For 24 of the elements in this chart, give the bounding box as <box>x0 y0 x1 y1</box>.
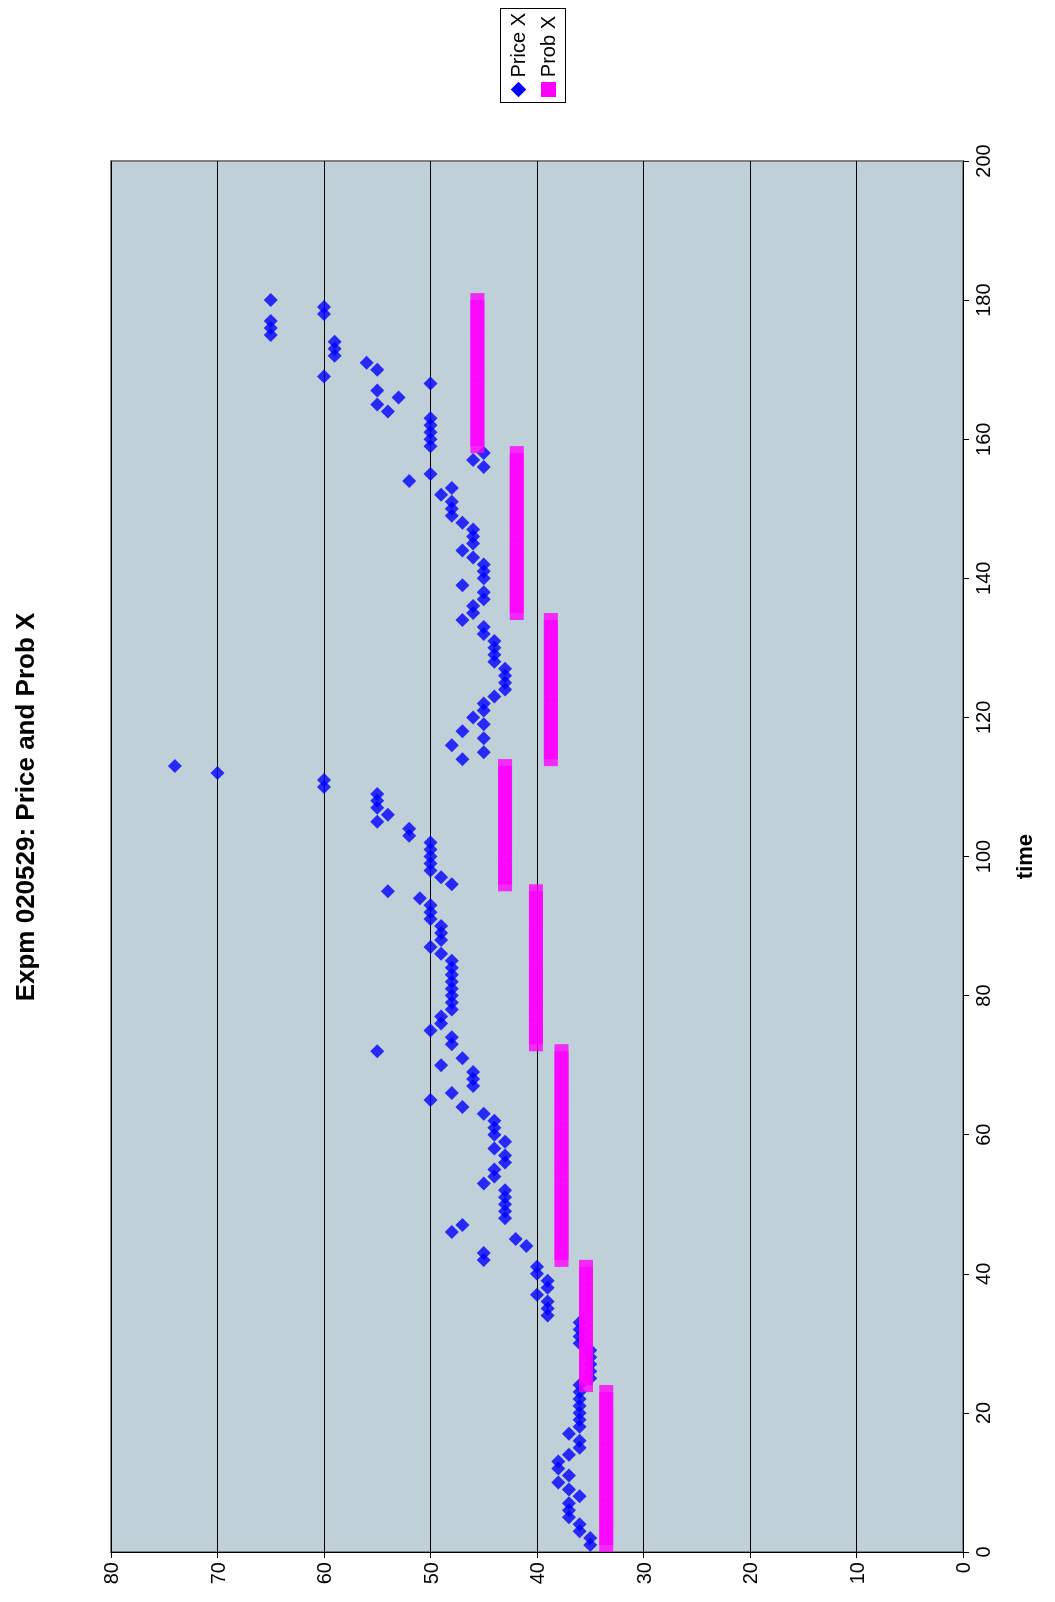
x-tick-label: 40 <box>526 1562 548 1585</box>
x-tick-label: 10 <box>845 1562 868 1585</box>
x-tick-label: 60 <box>313 1562 335 1585</box>
x-tick-label: 50 <box>419 1562 442 1585</box>
y-axis-title: time <box>1011 833 1037 880</box>
text: Prob X <box>537 16 559 78</box>
y-tick-label: 20 <box>972 1401 994 1425</box>
y-tick-label: 80 <box>972 984 994 1007</box>
y-tick-label: 0 <box>972 1546 994 1558</box>
x-tick-label: 70 <box>206 1562 229 1585</box>
x-tick-label: 20 <box>739 1562 761 1585</box>
y-tick-label: 200 <box>972 144 994 178</box>
y-tick-label: 100 <box>972 839 994 874</box>
y-tick-label: 40 <box>972 1262 994 1285</box>
y-tick-label: 160 <box>972 422 994 456</box>
y-tick-label: 60 <box>972 1123 994 1146</box>
x-tick-label: 30 <box>632 1562 655 1585</box>
text: Price X <box>507 13 529 78</box>
y-tick-label: 180 <box>972 283 994 317</box>
y-tick-label: 120 <box>972 700 994 735</box>
y-tick-label: 140 <box>972 561 994 595</box>
text: Expm 020529: Price and Prob X <box>10 611 40 1002</box>
x-tick-label: 0 <box>952 1562 974 1574</box>
x-tick-label: 80 <box>100 1562 122 1585</box>
